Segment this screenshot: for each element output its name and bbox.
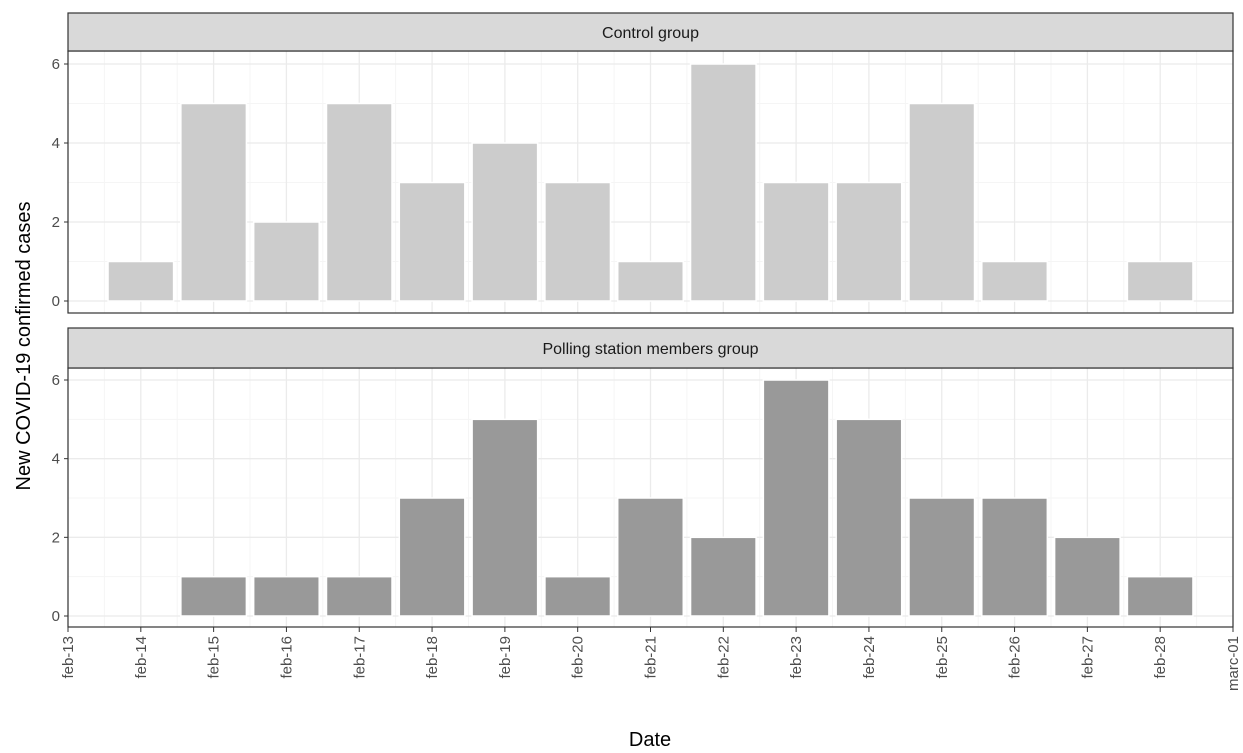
facet-strip xyxy=(67,327,1234,369)
bar xyxy=(471,142,539,302)
bar xyxy=(689,63,757,302)
y-tick-label: 0 xyxy=(52,608,60,625)
bar xyxy=(616,497,685,617)
bar xyxy=(616,260,685,302)
x-tick-label: marc-01 xyxy=(1225,636,1242,691)
y-tick-label: 4 xyxy=(52,451,60,468)
bar xyxy=(325,102,393,302)
x-tick-label: feb-26 xyxy=(1007,636,1024,679)
x-tick-label: feb-16 xyxy=(278,636,295,679)
bar xyxy=(180,102,248,302)
bar xyxy=(762,181,830,302)
x-axis: feb-13 feb-14 feb-15 feb-16 feb-17 feb-18 feb-… xyxy=(60,627,1242,691)
bar xyxy=(180,575,248,617)
panel-1: Control group 0 2 4 6 xyxy=(52,12,1234,314)
facet-strip-title: Polling station members group xyxy=(542,341,758,358)
y-tick-label: 2 xyxy=(52,214,60,231)
bar xyxy=(252,575,320,617)
y-tick-label: 0 xyxy=(52,293,60,310)
x-tick-label: feb-25 xyxy=(934,636,951,679)
panel-2: Polling station members group 0 2 4 6 xyxy=(52,327,1234,628)
bar xyxy=(252,221,320,302)
x-tick-label: feb-13 xyxy=(60,636,77,679)
bar xyxy=(544,181,612,302)
bar xyxy=(471,418,539,617)
facet-strip xyxy=(67,12,1234,52)
x-tick-label: feb-18 xyxy=(424,636,441,679)
y-tick-label: 4 xyxy=(52,135,60,152)
bar xyxy=(981,260,1049,302)
y-tick-label: 6 xyxy=(52,372,60,389)
x-tick-label: feb-28 xyxy=(1152,636,1169,679)
x-tick-label: feb-14 xyxy=(133,636,150,679)
bar xyxy=(398,497,466,617)
bar xyxy=(762,379,830,617)
x-tick-label: feb-21 xyxy=(643,636,660,679)
x-tick-label: feb-27 xyxy=(1079,636,1096,679)
y-tick-label: 6 xyxy=(52,56,60,73)
x-tick-label: feb-20 xyxy=(570,636,587,679)
x-tick-label: feb-22 xyxy=(715,636,732,679)
bar xyxy=(1053,536,1121,617)
bar xyxy=(107,260,175,302)
bar xyxy=(689,536,757,617)
bar xyxy=(325,575,393,617)
x-tick-label: feb-15 xyxy=(206,636,223,679)
bar xyxy=(835,418,903,617)
bar xyxy=(835,181,903,302)
bar xyxy=(908,102,976,302)
y-axis-title: New COVID-19 confirmed cases xyxy=(13,202,35,491)
x-axis-title: Date xyxy=(629,729,671,751)
x-tick-label: feb-19 xyxy=(497,636,514,679)
bar xyxy=(544,575,612,617)
x-tick-label: feb-24 xyxy=(861,636,878,679)
y-tick-label: 2 xyxy=(52,529,60,546)
facet-strip-title: Control group xyxy=(602,25,699,42)
bar xyxy=(1126,575,1194,617)
bar xyxy=(1126,260,1194,302)
x-tick-label: feb-23 xyxy=(788,636,805,679)
bar xyxy=(981,497,1049,617)
bar xyxy=(398,181,466,302)
x-tick-label: feb-17 xyxy=(351,636,368,679)
bar xyxy=(908,497,976,617)
